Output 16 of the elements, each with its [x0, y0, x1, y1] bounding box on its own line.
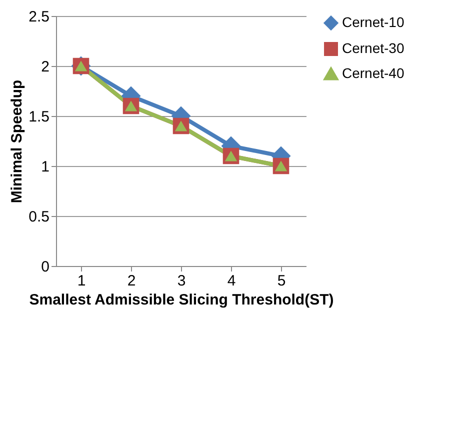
- x-axis-title: Smallest Admissible Slicing Threshold(ST): [29, 292, 334, 308]
- x-tick-label: 4: [227, 272, 236, 290]
- y-tick-label: 2.5: [28, 8, 50, 26]
- legend-label: Cernet-30: [342, 40, 404, 56]
- y-tick-label: 2: [41, 58, 50, 76]
- legend-label: Cernet-10: [342, 14, 404, 30]
- y-tick-label: 0.5: [28, 208, 50, 226]
- y-tick-label: 0: [41, 258, 50, 276]
- x-tick-label: 5: [277, 272, 286, 290]
- x-tick-label: 3: [177, 272, 186, 290]
- y-axis-title: Minimal Speedup: [8, 80, 26, 204]
- legend-label: Cernet-40: [342, 65, 404, 81]
- x-tick-label: 2: [127, 272, 136, 290]
- y-tick-label: 1.5: [28, 108, 50, 126]
- y-tick-label: 1: [41, 158, 50, 176]
- x-tick-label: 1: [77, 272, 86, 290]
